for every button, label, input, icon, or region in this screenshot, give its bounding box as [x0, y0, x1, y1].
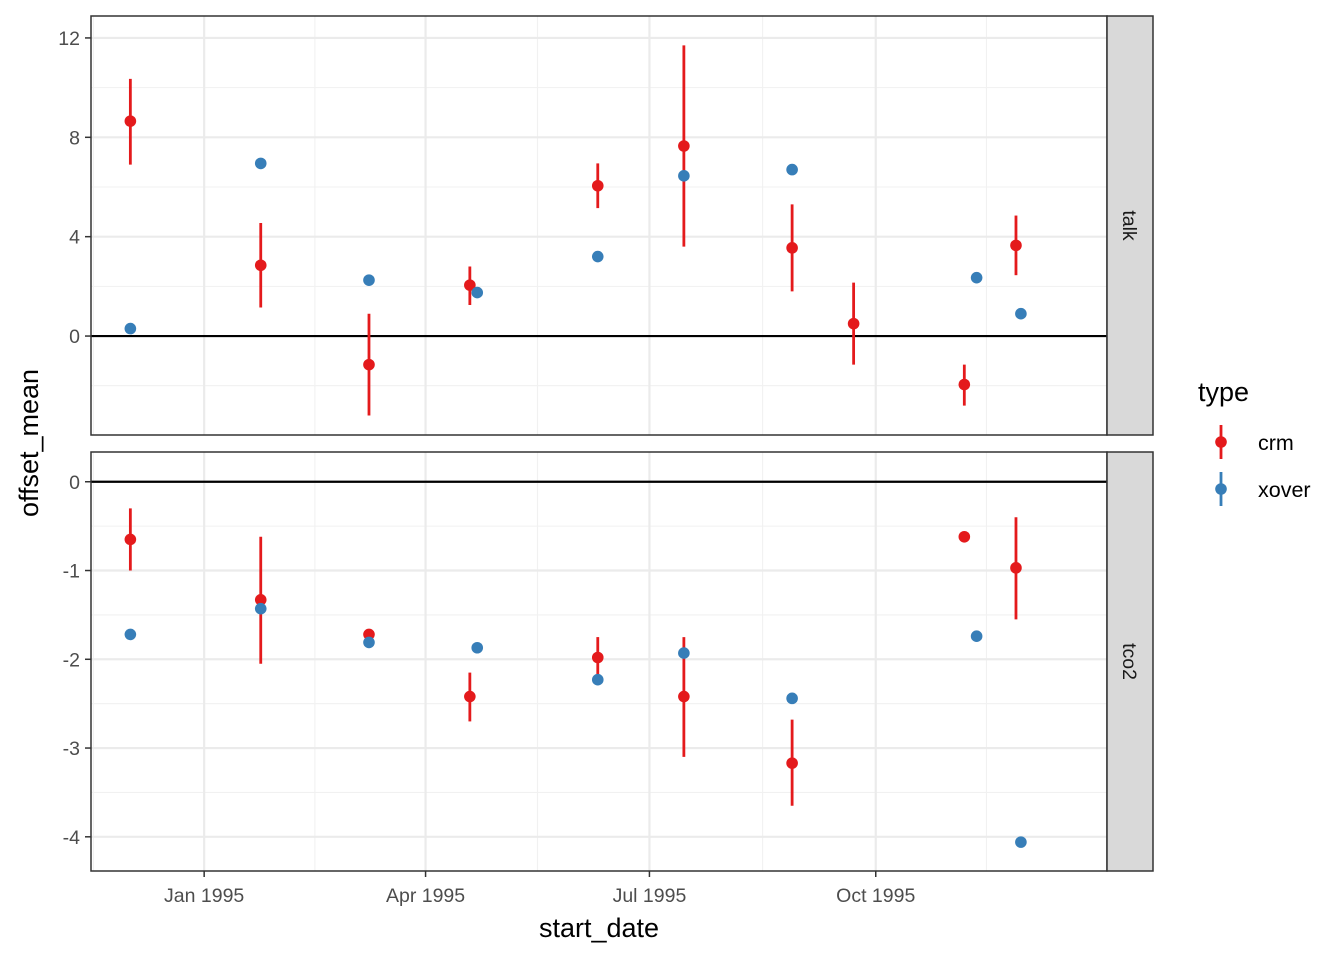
y-tick-label: 0	[69, 326, 80, 348]
facet-strip-label: tco2	[1118, 643, 1140, 680]
facet-strip-tco2: tco2	[1106, 451, 1154, 872]
panels: 0 4 8 12 talk 0 -1 -2 -3 -4 tco2	[58, 15, 1154, 872]
point-xover	[1015, 836, 1027, 848]
legend-key-point	[1215, 436, 1227, 448]
x-axis: Jan 1995 Apr 1995 Jul 1995 Oct 1995	[164, 871, 915, 907]
y-tick-label: 12	[58, 28, 80, 50]
point-xover	[591, 673, 604, 686]
point-crm	[1010, 562, 1022, 574]
point-xover	[786, 163, 798, 176]
y-tick-label: 8	[69, 127, 80, 149]
y-tick-label: -4	[63, 827, 80, 849]
point-crm	[591, 651, 604, 664]
point-crm	[124, 533, 137, 546]
series-crm	[124, 45, 1022, 416]
point-crm	[254, 259, 267, 272]
point-xover	[471, 641, 484, 654]
y-tick-label: 4	[69, 227, 80, 249]
point-xover	[363, 636, 375, 649]
point-xover	[970, 271, 983, 284]
panel-tco2: 0 -1 -2 -3 -4 tco2	[63, 451, 1154, 872]
point-xover	[124, 322, 137, 335]
legend-entries: crm xover	[1215, 425, 1311, 506]
point-xover	[1015, 307, 1027, 320]
legend-label: crm	[1258, 431, 1294, 455]
facet-strip-background	[1106, 15, 1154, 436]
y-axis: 0 -1 -2 -3 -4	[63, 472, 91, 849]
facet-strip-talk: talk	[1106, 15, 1154, 436]
point-xover	[591, 250, 604, 263]
point-xover	[786, 692, 798, 705]
legend-entry-crm: crm	[1215, 425, 1294, 459]
point-crm	[678, 690, 690, 703]
y-tick-label: -3	[63, 738, 80, 760]
point-xover	[254, 157, 267, 170]
panel-background	[91, 16, 1107, 435]
point-crm	[591, 179, 604, 192]
x-tick-label: Oct 1995	[836, 885, 915, 907]
point-crm	[363, 628, 375, 641]
point-crm	[464, 279, 476, 291]
y-axis: 0 4 8 12	[58, 28, 91, 348]
point-crm	[1010, 239, 1022, 252]
point-crm	[464, 690, 476, 703]
legend-key-point	[1215, 483, 1227, 495]
point-crm	[786, 242, 798, 254]
point-crm	[678, 140, 690, 152]
point-xover	[970, 630, 983, 643]
point-xover	[678, 647, 690, 659]
point-xover	[124, 628, 137, 641]
point-crm	[958, 530, 971, 543]
legend: type crm xover	[1198, 377, 1311, 506]
point-crm	[847, 317, 860, 330]
y-tick-label: -1	[63, 561, 80, 583]
facet-strip-label: talk	[1118, 210, 1140, 241]
point-crm	[958, 378, 971, 391]
legend-title: type	[1198, 377, 1249, 407]
facet-strip-background	[1106, 451, 1154, 872]
point-xover	[678, 170, 690, 182]
x-tick-label: Jul 1995	[613, 885, 687, 907]
point-crm	[124, 115, 137, 127]
legend-label: xover	[1258, 478, 1311, 502]
point-xover	[254, 602, 267, 615]
y-tick-label: 0	[69, 472, 80, 494]
series-xover	[124, 602, 1027, 848]
point-xover	[471, 286, 484, 299]
panel-talk: 0 4 8 12 talk	[58, 15, 1154, 436]
point-crm	[786, 757, 798, 769]
x-tick-label: Jan 1995	[164, 885, 244, 907]
point-crm	[254, 594, 267, 606]
x-tick-label: Apr 1995	[386, 885, 465, 907]
point-crm	[363, 358, 375, 371]
series-xover	[124, 157, 1027, 335]
y-tick-label: -2	[63, 649, 80, 671]
x-axis-title: start_date	[539, 913, 659, 943]
y-axis-title: offset_mean	[14, 369, 44, 517]
point-xover	[363, 274, 375, 286]
legend-entry-xover: xover	[1215, 472, 1311, 506]
